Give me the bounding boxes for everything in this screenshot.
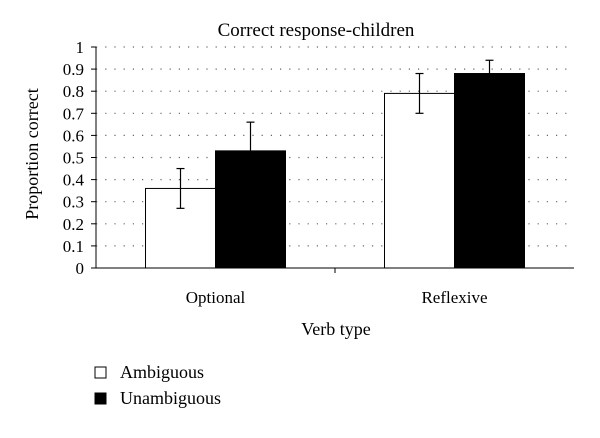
y-tick-label: 0.4: [63, 171, 85, 190]
axes: [91, 46, 574, 273]
bars: [145, 59, 525, 269]
legend-label: Unambiguous: [120, 388, 221, 408]
y-tick-label: 1: [76, 38, 85, 57]
y-tick-label: 0.5: [63, 149, 84, 168]
y-axis-title: Proportion correct: [22, 88, 42, 219]
y-tick-label: 0.8: [63, 82, 84, 101]
bar-unambiguous-reflexive: [454, 73, 525, 269]
legend-label: Ambiguous: [120, 362, 204, 382]
x-tick-label: Optional: [186, 288, 246, 307]
y-tick-label: 0: [76, 259, 85, 278]
y-tick-label: 0.7: [63, 104, 85, 123]
x-tick-label: Reflexive: [421, 288, 487, 307]
y-tick-label: 0.9: [63, 60, 84, 79]
bar-ambiguous-reflexive: [384, 92, 455, 269]
y-tick-label: 0.6: [63, 126, 84, 145]
y-tick-labels: 0 0.1 0.2 0.3 0.4 0.5 0.6 0.7 0.8 0.9 1: [63, 38, 85, 278]
y-tick-label: 0.2: [63, 215, 84, 234]
x-axis-title: Verb type: [301, 319, 370, 339]
legend-swatch: [94, 392, 107, 405]
legend: Ambiguous Unambiguous: [94, 362, 221, 408]
x-tick-labels: Optional Reflexive: [186, 288, 488, 307]
legend-swatch: [94, 366, 107, 379]
chart-title: Correct response-children: [218, 20, 415, 41]
y-tick-label: 0.3: [63, 193, 84, 212]
y-tick-label: 0.1: [63, 237, 84, 256]
